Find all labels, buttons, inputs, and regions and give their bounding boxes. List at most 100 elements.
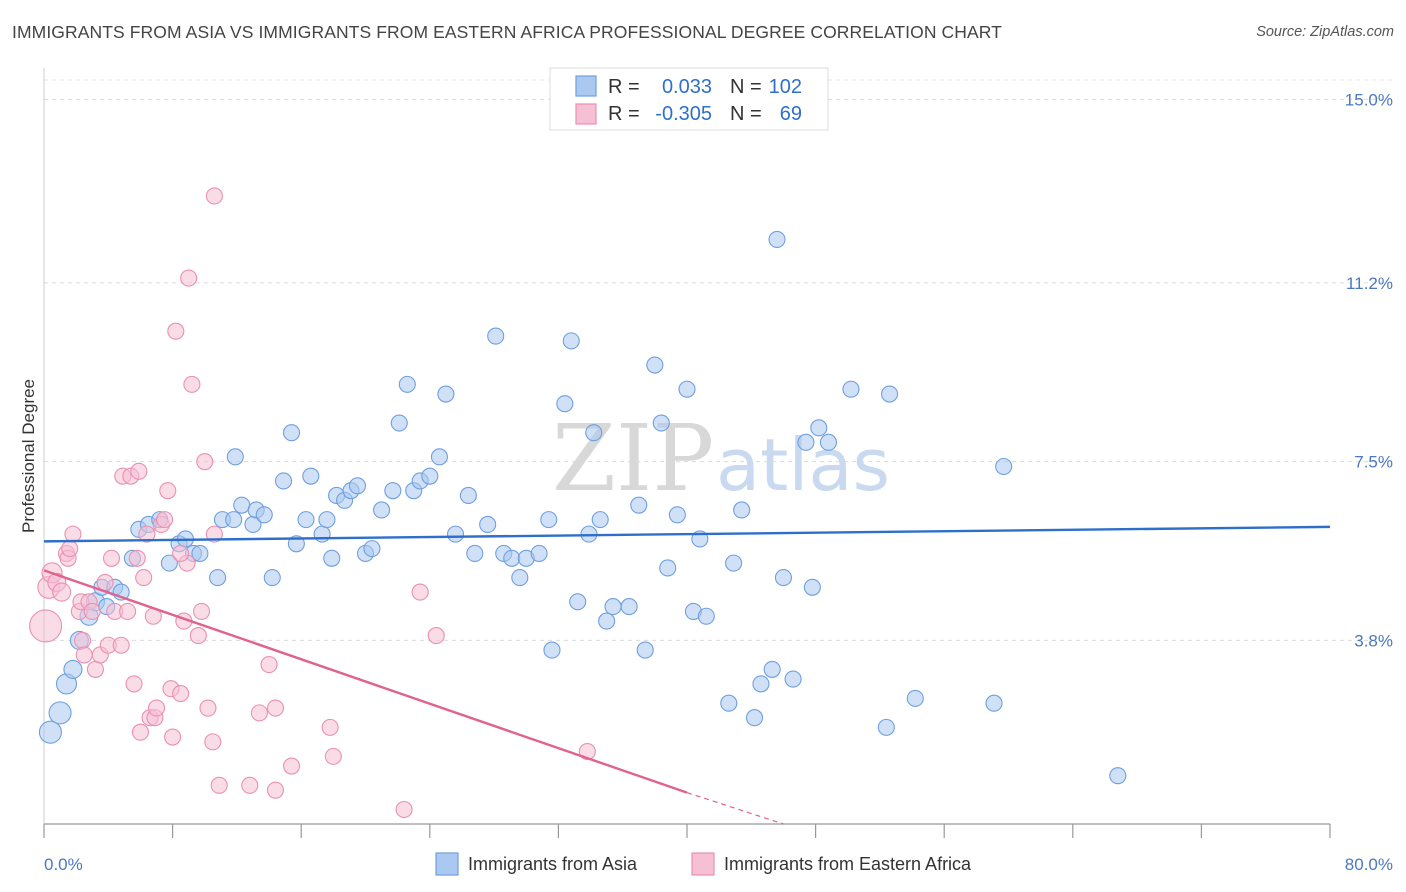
series-0-point-42: [363, 540, 381, 558]
series-0-point-102: [1109, 767, 1127, 785]
series-0-point-78: [668, 506, 686, 524]
series-1-point-48: [192, 602, 211, 620]
series-0-point-15: [160, 554, 178, 572]
series-0-point-95: [819, 433, 838, 451]
series-0-point-59: [511, 569, 529, 587]
series-0-point-88: [763, 660, 781, 678]
series-0-point-101: [995, 457, 1013, 476]
series-0-point-51: [437, 385, 455, 403]
series-1-point-34: [147, 699, 166, 717]
source-credit: Source: ZipAtlas.com: [1256, 24, 1394, 40]
data-points: [29, 187, 1127, 819]
series-1-point-30: [138, 525, 156, 543]
series-0-point-52: [446, 525, 465, 543]
series-1-point-44: [172, 544, 190, 563]
y-axis-label: Professional Degree: [19, 379, 38, 533]
series-1-points: [29, 187, 596, 819]
watermark: ZIP atlas: [552, 405, 890, 512]
series-0-point-91: [784, 670, 802, 688]
series-0-point-70: [598, 612, 616, 630]
series-0-point-45: [390, 414, 408, 432]
series-1-point-7: [61, 540, 79, 558]
legend-n-value-eastern-africa: 69: [780, 103, 802, 125]
series-0-point-72: [620, 598, 638, 616]
x-tick-label-min: 0.0%: [44, 855, 83, 874]
series-0-point-29: [274, 472, 293, 490]
series-0-point-68: [585, 424, 603, 442]
series-1-point-23: [119, 602, 137, 620]
series-1-point-58: [266, 781, 285, 799]
series-1-point-55: [241, 776, 259, 794]
legend-r-value-asia: 0.033: [662, 76, 712, 98]
series-0-point-50: [430, 448, 448, 466]
series-0-point-85: [733, 501, 751, 519]
series-0-point-54: [466, 544, 484, 563]
series-0-point-62: [540, 511, 558, 529]
series-0-point-66: [569, 593, 587, 611]
series-0-point-3: [63, 659, 83, 679]
legend-n-label-eastern-africa: N =: [730, 103, 762, 125]
series-1-point-57: [260, 656, 278, 674]
series-1-point-62: [324, 747, 342, 765]
series-0-points: [38, 230, 1127, 785]
series-0-point-73: [630, 496, 648, 514]
legend-n-label-asia: N =: [730, 76, 762, 98]
series-0-point-97: [877, 718, 895, 736]
series-1-point-61: [321, 718, 339, 736]
trend-lines: [43, 525, 1331, 825]
series-1-point-51: [204, 733, 222, 751]
series-0-point-93: [803, 578, 821, 596]
series-0-point-40: [348, 477, 367, 495]
series-0-point-89: [768, 230, 786, 248]
bottom-legend-label-eastern-africa: Immigrants from Eastern Africa: [724, 854, 972, 874]
series-0-point-0: [38, 720, 62, 744]
series-0-point-32: [297, 511, 315, 529]
series-0-point-63: [543, 641, 561, 659]
series-1-point-59: [266, 699, 285, 717]
y-tick-label-1: 7.5%: [1354, 453, 1393, 472]
series-1-point-47: [189, 627, 207, 645]
chart-title: IMMIGRANTS FROM ASIA VS IMMIGRANTS FROM …: [12, 22, 1002, 42]
series-1-point-65: [427, 627, 445, 645]
axes: [43, 68, 1331, 838]
series-1-point-52: [205, 525, 223, 543]
series-0-point-20: [209, 569, 227, 587]
series-0-point-43: [373, 501, 391, 519]
gridlines: [44, 79, 1394, 641]
stats-legend: R = 0.033 N = 102 R = -0.305 N = 69: [549, 67, 829, 131]
series-0-point-53: [459, 486, 477, 505]
series-0-point-74: [636, 641, 654, 659]
series-legend: Immigrants from Asia Immigrants from Eas…: [435, 852, 972, 876]
x-tick-label-max: 80.0%: [1345, 855, 1393, 874]
series-1-point-53: [210, 776, 228, 794]
series-0-point-79: [678, 380, 696, 398]
series-1-point-21: [112, 636, 130, 654]
series-1-point-27: [130, 462, 148, 480]
series-0-point-92: [797, 433, 815, 451]
legend-swatch-eastern-africa: [575, 103, 597, 125]
series-0-point-90: [774, 569, 793, 587]
series-0-point-23: [226, 448, 244, 466]
series-1-point-25: [125, 675, 143, 693]
series-1-point-40: [167, 322, 185, 340]
series-0-point-33: [302, 467, 320, 485]
series-1-point-17: [96, 573, 114, 591]
series-1-point-64: [411, 583, 429, 601]
series-0-point-84: [725, 554, 743, 572]
series-0-point-86: [745, 709, 764, 727]
series-0-point-94: [810, 419, 828, 437]
series-0-point-77: [659, 559, 677, 577]
series-0-point-87: [752, 675, 770, 693]
series-0-point-76: [652, 414, 670, 432]
bottom-legend-swatch-asia: [435, 852, 459, 876]
series-1-point-41: [172, 685, 190, 703]
series-0-point-75: [646, 356, 664, 374]
series-1-point-36: [156, 511, 174, 529]
series-1-point-39: [164, 728, 182, 746]
series-1-point-37: [159, 482, 177, 500]
series-0-point-28: [263, 569, 281, 587]
series-1-point-46: [183, 375, 201, 393]
series-1-point-15: [86, 660, 104, 678]
series-1-trend-line: [43, 569, 688, 794]
